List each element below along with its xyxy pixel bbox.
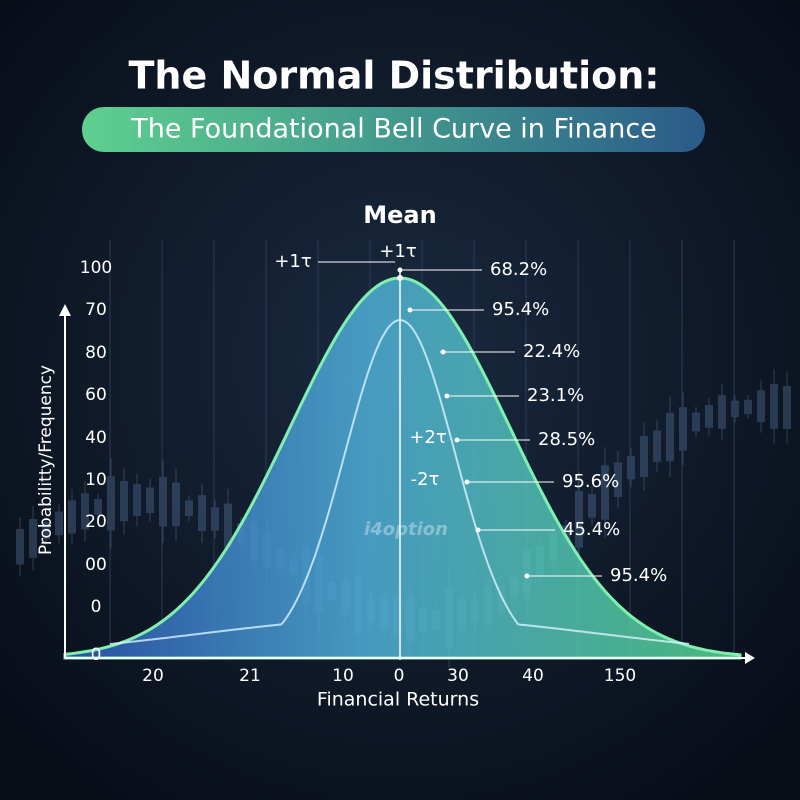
- candle: [198, 495, 206, 532]
- candle: [55, 511, 63, 536]
- annotation: -2τ: [411, 469, 440, 490]
- candle: [224, 503, 232, 548]
- y-tick-label: 80: [85, 343, 107, 363]
- mean-label: Mean: [363, 201, 436, 229]
- candle: [718, 395, 726, 429]
- candle: [133, 484, 141, 516]
- bell-curve: [63, 276, 742, 660]
- candle: [94, 498, 102, 515]
- y-tick-label: 100: [80, 258, 112, 278]
- callout-label: 68.2%: [490, 259, 547, 280]
- candle: [185, 500, 193, 517]
- callout-label: 22.4%: [523, 341, 580, 362]
- candle: [679, 407, 687, 451]
- candle: [211, 507, 219, 531]
- candle: [16, 529, 24, 565]
- x-tick-label: 20: [142, 666, 164, 686]
- candle: [588, 494, 596, 518]
- candle: [29, 519, 37, 558]
- candle: [601, 465, 609, 520]
- y-tick-label: 40: [85, 428, 107, 448]
- candle: [159, 476, 167, 527]
- callout-label: 95.6%: [562, 471, 619, 492]
- title: The Normal Distribution:: [128, 54, 659, 98]
- candle: [107, 476, 115, 531]
- y-arrow: [59, 304, 71, 316]
- x-tick-label: 40: [522, 666, 544, 686]
- y-tick-label: 00: [85, 555, 107, 575]
- candle: [705, 405, 713, 428]
- y-tick-label: 0: [91, 597, 102, 617]
- candle: [666, 412, 674, 462]
- y-tick-label: 10: [85, 470, 107, 490]
- annotation: +1τ: [274, 251, 311, 272]
- watermark: i4option: [364, 519, 448, 540]
- annotation: +1τ: [379, 241, 416, 262]
- candle: [757, 390, 765, 423]
- candle: [146, 487, 154, 514]
- candle: [575, 491, 583, 548]
- candle: [68, 500, 76, 534]
- candle: [614, 462, 622, 498]
- candle: [653, 430, 661, 462]
- x-tick-label: 150: [604, 666, 636, 686]
- y-tick-label: 20: [85, 512, 107, 532]
- candle: [120, 480, 128, 522]
- callout-label: 28.5%: [538, 429, 595, 450]
- x-axis-label: Financial Returns: [317, 689, 479, 711]
- subtitle: The Foundational Bell Curve in Finance: [130, 114, 657, 145]
- subtitle-pill: [82, 107, 705, 152]
- annotation: +2τ: [409, 427, 446, 448]
- mean-dot: [397, 275, 403, 281]
- callout-label: 45.4%: [563, 519, 620, 540]
- y-tick-label: 0: [91, 645, 102, 665]
- callout-label: 23.1%: [527, 385, 584, 406]
- candle: [172, 482, 180, 527]
- candle: [692, 412, 700, 432]
- candle: [783, 385, 791, 429]
- y-tick-label: 60: [85, 385, 107, 405]
- x-tick-label: 10: [332, 666, 354, 686]
- candle: [81, 493, 89, 530]
- candle: [744, 399, 752, 415]
- x-tick-label: 30: [447, 666, 469, 686]
- candle: [731, 400, 739, 418]
- x-tick-label: 0: [394, 666, 405, 686]
- y-tick-label: 70: [85, 300, 107, 320]
- candle: [627, 456, 635, 480]
- candle: [770, 383, 778, 429]
- x-tick-label: 21: [239, 666, 261, 686]
- candle: [562, 525, 570, 542]
- y-axis-label: Probabilitty/Frequency: [36, 365, 56, 555]
- x-arrow: [745, 652, 755, 664]
- callout-label: 95.4%: [610, 565, 667, 586]
- callout-label: 95.4%: [492, 299, 549, 320]
- candle: [640, 435, 648, 477]
- candle: [42, 521, 50, 540]
